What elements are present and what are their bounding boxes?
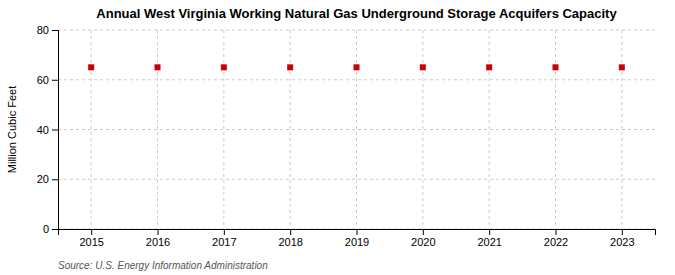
grid-line: [157, 30, 158, 229]
tick-mark: [423, 229, 424, 235]
tick-mark: [91, 229, 92, 235]
tick: 2022: [544, 229, 568, 248]
tick-mark: [52, 229, 58, 230]
source: Source: U.S. Energy Information Administ…: [58, 260, 268, 271]
tick-mark: [52, 80, 58, 81]
point: [420, 64, 426, 70]
x-axis: 2015 2016 2017 2018 2019 2020 2021 2022 2023: [59, 229, 656, 248]
grid-line: [58, 79, 655, 80]
grid-line: [223, 30, 224, 229]
grid-line: [290, 30, 291, 229]
tick-label: 2016: [146, 236, 170, 248]
tick-mark: [224, 229, 225, 235]
grid: [58, 30, 655, 229]
point: [619, 64, 625, 70]
tick-label: 60: [37, 74, 49, 86]
axis-line: [52, 31, 59, 230]
tick-label: 40: [37, 124, 49, 136]
point: [486, 64, 492, 70]
tick: 2019: [345, 229, 369, 248]
grid-line: [58, 30, 655, 31]
tick: 2015: [79, 229, 103, 248]
tick-mark: [556, 229, 557, 235]
chart: 2015 2016 2017 2018 2019 2020 2021 2022 2023 0 20 4…: [0, 0, 675, 275]
grid-line: [489, 30, 490, 229]
point: [221, 64, 227, 70]
y-axis: 0 20 40 60 80: [37, 24, 59, 235]
point: [88, 64, 94, 70]
grid-line: [555, 30, 556, 229]
grid-line: [58, 179, 655, 180]
tick-label: 2022: [544, 236, 568, 248]
tick-label: 2021: [477, 236, 501, 248]
grid-line: [422, 30, 423, 229]
tick-label: 0: [43, 223, 49, 235]
tick: 2020: [411, 229, 435, 248]
tick-label: 20: [37, 173, 49, 185]
grid-line: [356, 30, 357, 229]
tick-label: 2023: [610, 236, 634, 248]
tick: 80: [37, 24, 58, 36]
tick-label: 2019: [345, 236, 369, 248]
tick: 60: [37, 74, 58, 86]
tick: 2016: [146, 229, 170, 248]
tick-mark: [52, 30, 58, 31]
point: [354, 64, 360, 70]
tick-label: 2020: [411, 236, 435, 248]
tick-mark: [52, 179, 58, 180]
point: [553, 64, 559, 70]
tick: 0: [43, 223, 58, 235]
tick-mark: [622, 229, 623, 235]
axis-line: [59, 230, 656, 236]
tick-mark: [158, 229, 159, 235]
tick-label: 2015: [79, 236, 103, 248]
tick-label: 2017: [212, 236, 236, 248]
tick-mark: [489, 229, 490, 235]
tick-mark: [357, 229, 358, 235]
title: Annual West Virginia Working Natural Gas…: [96, 6, 617, 21]
tick: 2023: [610, 229, 634, 248]
tick: 40: [37, 124, 58, 136]
tick-mark: [52, 130, 58, 131]
tick-label: 2018: [278, 236, 302, 248]
tick: 2021: [477, 229, 501, 248]
y-axis-title: Million Cubic Feet: [6, 86, 18, 173]
grid-line: [58, 129, 655, 130]
tick-mark: [290, 229, 291, 235]
points: [88, 64, 625, 70]
point: [155, 64, 161, 70]
tick-label: 80: [37, 24, 49, 36]
tick: 2017: [212, 229, 236, 248]
plot: 2015 2016 2017 2018 2019 2020 2021 2022 2023 0 20 4…: [37, 24, 656, 248]
tick: 2018: [278, 229, 302, 248]
tick: 20: [37, 173, 58, 185]
point: [287, 64, 293, 70]
